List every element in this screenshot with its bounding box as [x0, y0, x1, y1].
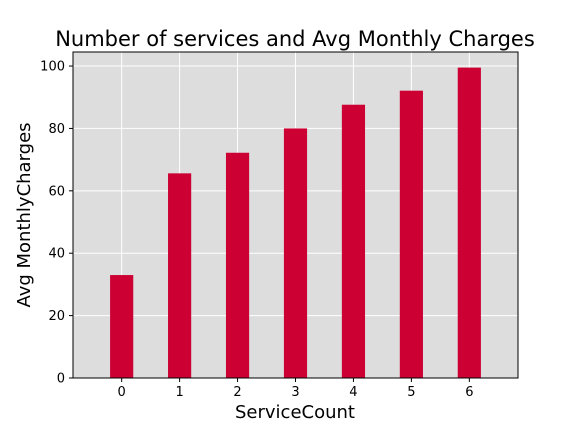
y-tick-label: 80: [48, 122, 65, 137]
bar-2: [225, 152, 250, 378]
y-tick-label: 20: [48, 309, 65, 324]
bar-4: [341, 104, 366, 379]
x-tick-label: 0: [118, 385, 126, 400]
x-axis-label: ServiceCount: [235, 402, 355, 423]
y-axis-ticks: 0 20 40 60 80 100: [40, 60, 73, 387]
bar-6: [457, 67, 481, 378]
bar-0: [110, 275, 134, 378]
x-tick-label: 4: [349, 385, 357, 400]
y-tick-label: 100: [40, 60, 65, 75]
x-tick-label: 6: [465, 385, 473, 400]
bars: [110, 67, 481, 379]
x-tick-label: 5: [407, 385, 415, 400]
bar-3: [283, 128, 308, 378]
chart-title: Number of services and Avg Monthly Charg…: [55, 27, 535, 51]
y-axis-label: Avg MonthlyCharges: [14, 122, 35, 307]
y-tick-label: 0: [57, 372, 65, 387]
x-axis-ticks: 0 1 2 3 4 5 6: [118, 378, 473, 400]
x-tick-label: 2: [233, 385, 241, 400]
bar-1: [168, 173, 192, 378]
x-tick-label: 1: [175, 385, 183, 400]
y-tick-label: 40: [48, 247, 65, 262]
bar-5: [399, 90, 423, 378]
x-tick-label: 3: [291, 385, 299, 400]
y-tick-label: 60: [48, 184, 65, 199]
